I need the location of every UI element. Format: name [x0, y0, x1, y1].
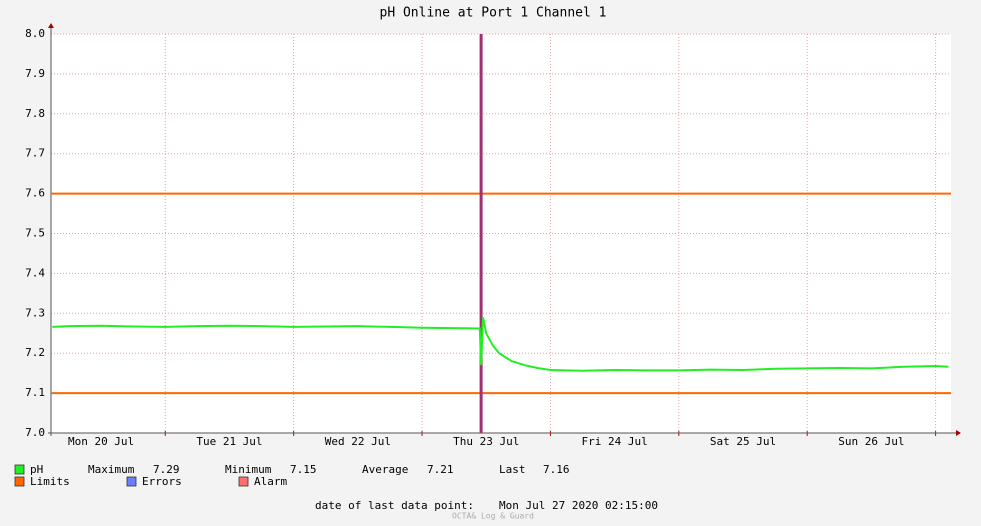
footer-label: date of last data point:: [315, 499, 474, 512]
stat-value: 7.29: [153, 463, 180, 476]
legend-swatch: [14, 476, 25, 487]
x-tick-label: Fri 24 Jul: [582, 435, 648, 448]
stat-label: Average: [362, 463, 408, 476]
legend-label: pH: [30, 463, 43, 476]
x-tick-label: Sun 26 Jul: [838, 435, 904, 448]
stat-label: Minimum: [225, 463, 272, 476]
legend-label: Errors: [142, 475, 182, 488]
legend-swatch: [14, 464, 25, 475]
y-tick-label: 7.1: [25, 386, 45, 399]
axis-arrow: [48, 23, 54, 28]
x-tick-label: Sat 25 Jul: [710, 435, 776, 448]
stat-label: Maximum: [88, 463, 135, 476]
y-tick-label: 7.7: [25, 147, 45, 160]
y-tick-label: 7.5: [25, 227, 45, 240]
stat-label: Last: [499, 463, 526, 476]
data-line: [52, 317, 949, 372]
legend-label: Limits: [30, 475, 70, 488]
stat-value: 7.21: [427, 463, 454, 476]
y-tick-label: 7.8: [25, 107, 45, 120]
legend-label: Alarm: [254, 475, 287, 488]
y-tick-label: 7.6: [25, 187, 45, 200]
y-tick-label: 7.0: [25, 426, 45, 439]
x-tick-label: Mon 20 Jul: [68, 435, 134, 448]
y-tick-label: 7.4: [25, 266, 45, 279]
y-tick-label: 7.9: [25, 67, 45, 80]
x-tick-label: Thu 23 Jul: [453, 435, 519, 448]
x-tick-label: Tue 21 Jul: [196, 435, 262, 448]
y-tick-label: 7.2: [25, 346, 45, 359]
footer-value: Mon Jul 27 2020 02:15:00: [499, 499, 658, 512]
x-tick-label: Wed 22 Jul: [325, 435, 391, 448]
stat-value: 7.16: [543, 463, 570, 476]
legend-swatch: [126, 476, 137, 487]
y-tick-label: 8.0: [25, 27, 45, 40]
legend-swatch: [238, 476, 249, 487]
stat-value: 7.15: [290, 463, 317, 476]
axis-arrow: [956, 430, 961, 436]
watermark: OCTA& Log & Guard: [452, 512, 534, 521]
chart-title: pH Online at Port 1 Channel 1: [380, 6, 607, 21]
y-tick-label: 7.3: [25, 306, 45, 319]
